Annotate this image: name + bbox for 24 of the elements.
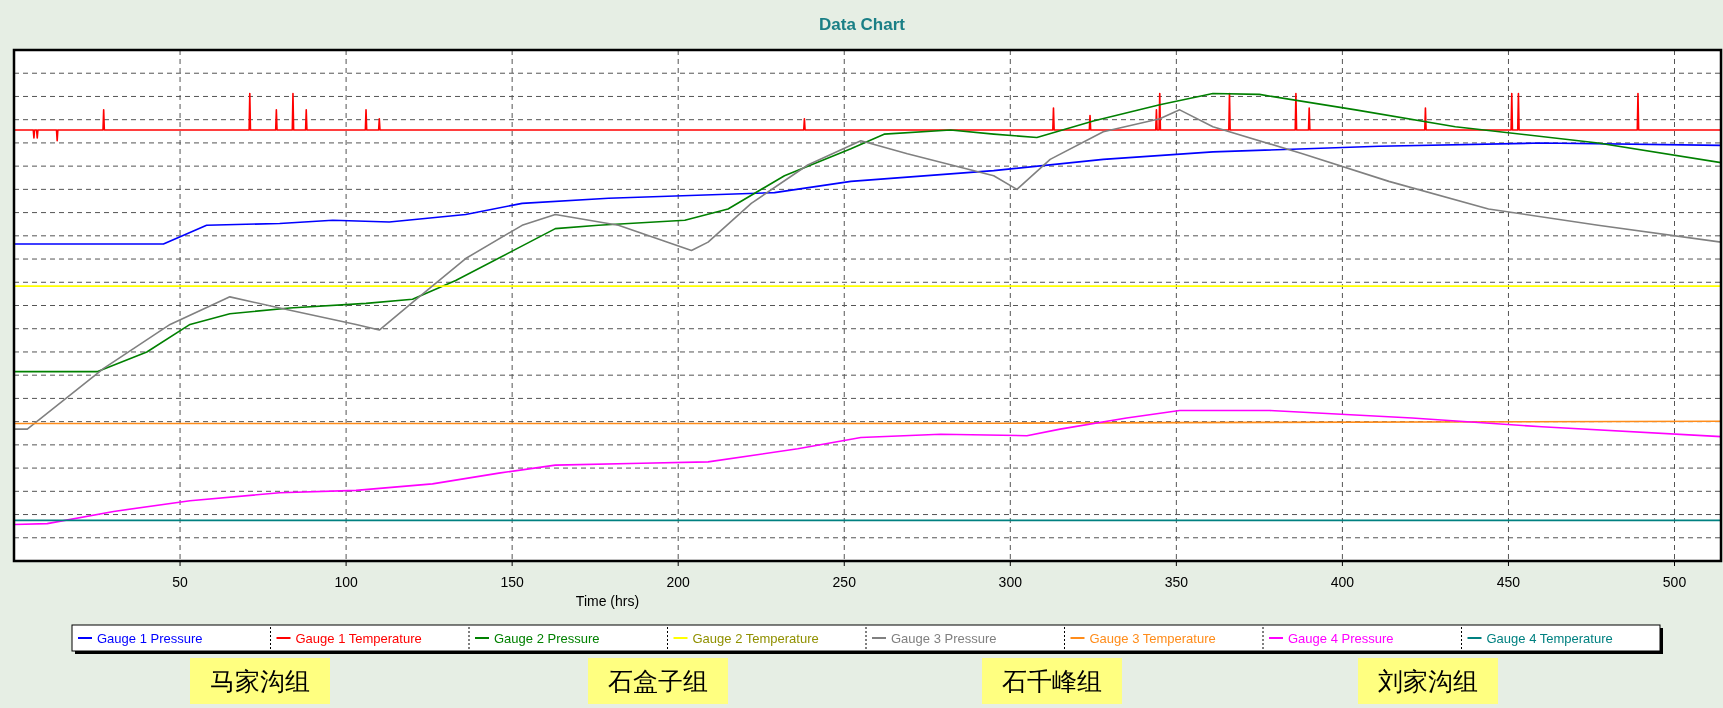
x-tick-label: 350: [1164, 574, 1189, 590]
text: 刘家沟组: [1378, 667, 1478, 696]
text: 石盒子组: [608, 667, 708, 696]
legend-label: Gauge 2 Pressure: [494, 631, 600, 646]
x-tick-label: 100: [334, 574, 358, 590]
x-tick-label: 500: [1662, 574, 1687, 590]
legend-label: Gauge 4 Temperature: [1486, 631, 1613, 646]
legend-label: Gauge 4 Pressure: [1288, 631, 1394, 646]
x-tick-label: 450: [1496, 574, 1521, 590]
x-tick-label: 150: [500, 574, 525, 590]
x-tick-label: 50: [172, 574, 189, 590]
legend-label: Gauge 1 Pressure: [97, 631, 203, 646]
legend-label: Gauge 1 Temperature: [295, 631, 422, 646]
x-tick-label: 250: [832, 574, 857, 590]
text: 石千峰组: [1002, 667, 1102, 696]
x-tick-label: 400: [1330, 574, 1355, 590]
legend-label: Gauge 3 Temperature: [1089, 631, 1216, 646]
x-axis-title: Time (hrs): [575, 593, 640, 609]
x-tick-label: 200: [666, 574, 691, 590]
text: 马家沟组: [210, 667, 310, 696]
legend-label: Gauge 3 Pressure: [891, 631, 997, 646]
x-tick-label: 300: [998, 574, 1023, 590]
legend-label: Gauge 2 Temperature: [692, 631, 819, 646]
chart-title: Data Chart: [819, 15, 906, 34]
